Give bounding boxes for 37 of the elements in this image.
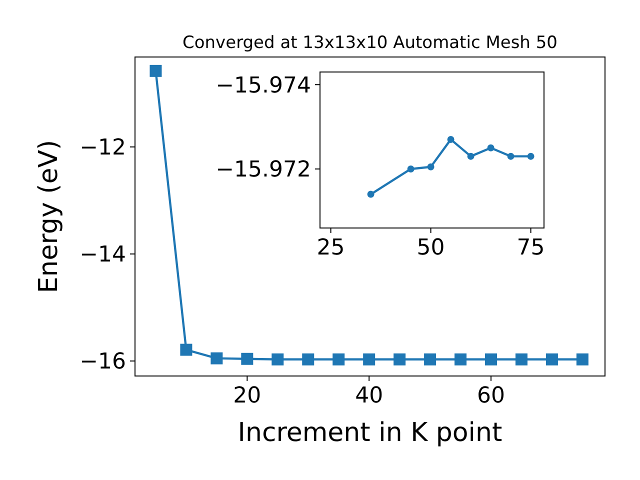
- point: [454, 353, 467, 366]
- y-tick-label: −15.974: [216, 73, 311, 98]
- y-tick-label: −12: [80, 136, 126, 161]
- x-tick-label: 20: [233, 384, 262, 409]
- x-tick-label: 75: [516, 236, 545, 261]
- point: [546, 353, 558, 366]
- point: [367, 190, 374, 198]
- y-tick-label: −16: [80, 350, 126, 375]
- point: [407, 165, 414, 172]
- point: [527, 152, 534, 160]
- point: [272, 353, 284, 366]
- y-tick-label: −15.972: [216, 158, 311, 183]
- x-tick-label: 60: [477, 384, 506, 409]
- point: [180, 344, 192, 356]
- point: [363, 353, 376, 366]
- point: [210, 352, 223, 364]
- point: [576, 353, 588, 366]
- point: [424, 353, 436, 366]
- point: [515, 353, 528, 366]
- y-axis-title: Energy (eV): [34, 140, 64, 294]
- point: [427, 163, 434, 170]
- point: [302, 353, 314, 366]
- point: [241, 352, 254, 365]
- x-tick-label: 40: [355, 384, 384, 409]
- point: [150, 64, 162, 77]
- point: [332, 353, 345, 366]
- y-tick-label: −14: [80, 242, 126, 268]
- point: [394, 353, 406, 366]
- x-tick-label: 50: [416, 236, 445, 261]
- point: [447, 136, 454, 143]
- point: [467, 152, 474, 160]
- point: [487, 144, 494, 152]
- point: [507, 152, 514, 160]
- x-tick-label: 25: [316, 236, 345, 261]
- point: [485, 353, 498, 366]
- chart-title: Converged at 13x13x10 Automatic Mesh 50: [182, 33, 558, 53]
- x-axis-title: Increment in K point: [238, 418, 502, 448]
